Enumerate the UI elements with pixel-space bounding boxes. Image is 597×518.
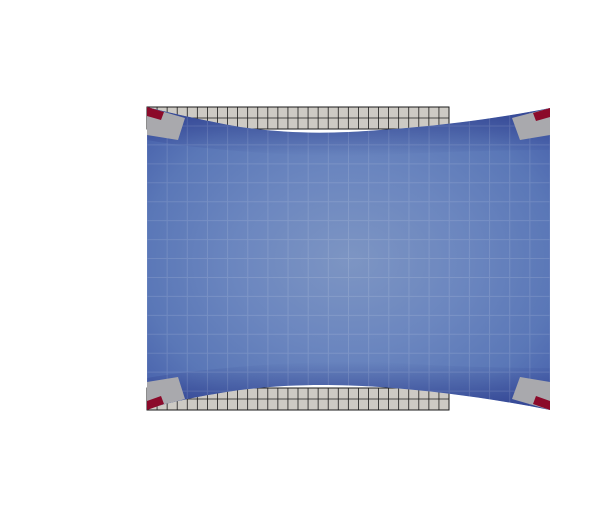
corner-tip-bottom-right <box>533 396 550 410</box>
corner-tip-top-right <box>533 108 550 121</box>
corner-tip-top-left <box>147 107 164 120</box>
deformed-body <box>147 107 550 410</box>
reference-mesh-top <box>146 106 450 130</box>
corner-tip-bottom-left <box>147 396 164 410</box>
